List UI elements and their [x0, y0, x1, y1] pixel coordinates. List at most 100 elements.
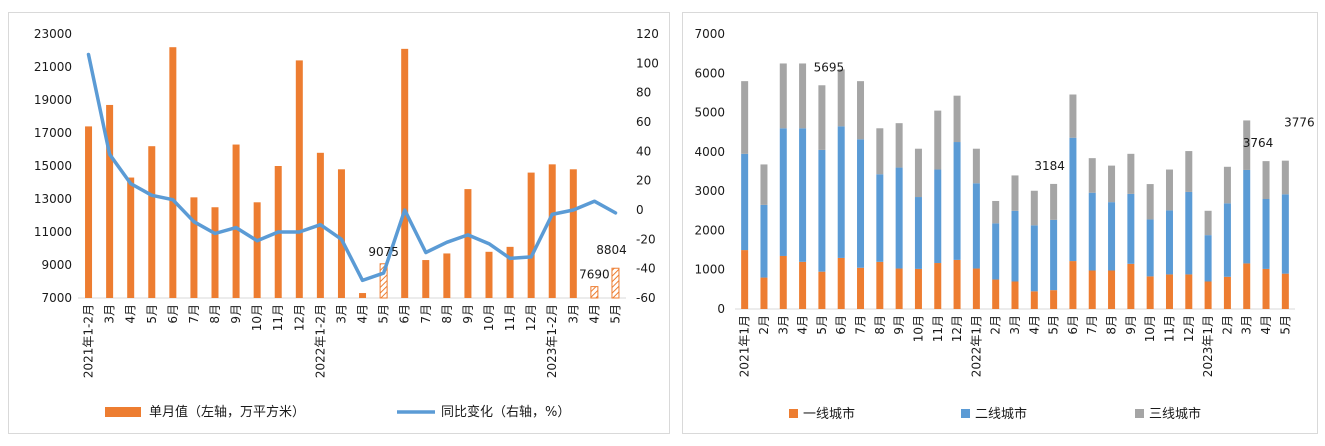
y-right-tick-label: 0 — [636, 203, 644, 217]
bar-segment-tier3 — [857, 81, 865, 140]
y-tick-label: 4000 — [694, 145, 725, 159]
y-right-tick-label: 40 — [636, 144, 651, 158]
y-right-tick-label: -40 — [636, 262, 656, 276]
bar-segment-tier3 — [1185, 151, 1193, 192]
y-left-tick-label: 11000 — [34, 225, 72, 239]
bar-segment-tier3 — [1108, 165, 1116, 203]
bar-segment-tier3 — [1088, 158, 1096, 193]
bar-monthly-value — [253, 202, 261, 298]
y-tick-label: 7000 — [694, 27, 725, 41]
bar-segment-tier1 — [1088, 270, 1096, 309]
bar-segment-tier1 — [1223, 276, 1231, 309]
x-tick-label: 4月 — [796, 315, 810, 335]
x-tick-label: 12月 — [1182, 315, 1196, 342]
x-tick-label: 5月 — [145, 304, 159, 324]
x-tick-label: 5月 — [1047, 315, 1061, 335]
bar-segment-tier2 — [934, 169, 942, 264]
x-tick-label: 5月 — [1278, 315, 1292, 335]
bar-monthly-value — [359, 293, 367, 298]
x-tick-label: 2023年1月 — [1201, 315, 1215, 377]
y-tick-label: 5000 — [694, 106, 725, 120]
monthly-area-chart: 23000 21000 19000 17000 15000 13000 11000 9000 7… — [34, 27, 659, 420]
bar-segment-tier3 — [779, 63, 787, 129]
city-tier-chart-panel: 7000 6000 5000 4000 3000 2000 1000 0 5695 3184 376… — [682, 12, 1318, 434]
bar-monthly-value — [422, 260, 430, 298]
bar-segment-tier2 — [953, 142, 961, 260]
y-right-tick-label: -20 — [636, 232, 656, 246]
bar-segment-tier2 — [799, 128, 807, 262]
bar-segment-tier1 — [1108, 270, 1116, 309]
bar-segment-tier1 — [972, 268, 980, 309]
bar-monthly-value — [127, 177, 135, 298]
legend-swatch-tier1 — [789, 409, 798, 418]
data-label: 7690 — [579, 268, 610, 282]
bar-segment-tier3 — [1127, 153, 1135, 194]
x-tick-label: 8月 — [440, 304, 454, 324]
x-tick-label: 7月 — [187, 304, 201, 324]
bar-segment-tier1 — [1204, 281, 1212, 309]
y-left-tick-label: 17000 — [34, 126, 72, 140]
x-tick-label: 5月 — [377, 304, 391, 324]
bar-monthly-value — [85, 126, 93, 299]
x-tick-label: 2022年1月 — [969, 315, 983, 377]
y-tick-label: 6000 — [694, 66, 725, 80]
bar-monthly-value — [464, 189, 472, 298]
bar-monthly-value — [506, 246, 514, 298]
legend-label-tier1: 一线城市 — [803, 406, 855, 422]
x-tick-label: 4月 — [587, 304, 601, 324]
y-tick-label: 0 — [717, 302, 725, 316]
bar-segment-tier3 — [1146, 184, 1154, 220]
bar-segment-tier3 — [818, 85, 826, 150]
y-right-tick-label: 120 — [636, 27, 659, 41]
x-tick-label: 4月 — [356, 304, 370, 324]
y-left-tick-label: 19000 — [34, 93, 72, 107]
x-tick-label: 8月 — [873, 315, 887, 335]
x-tick-label: 6月 — [1066, 315, 1080, 335]
bar-segment-tier2 — [1030, 225, 1038, 292]
bar-monthly-value — [590, 286, 599, 299]
y-right-tick-label: 80 — [636, 86, 651, 100]
bar-segment-tier3 — [914, 148, 922, 198]
y-right-tick-label: 60 — [636, 115, 651, 129]
x-tick-label: 5月 — [815, 315, 829, 335]
bar-monthly-value — [379, 263, 388, 299]
x-tick-label: 3月 — [103, 304, 117, 324]
bar-segment-tier3 — [1030, 190, 1038, 226]
bar-monthly-value — [401, 48, 409, 298]
x-tick-label: 2月 — [989, 315, 1003, 335]
y-left-tick-label: 9000 — [41, 258, 72, 272]
legend-label-tier3: 三线城市 — [1149, 406, 1201, 422]
bar-segment-tier1 — [953, 259, 961, 309]
x-tick-label: 3月 — [566, 304, 580, 324]
x-tick-label: 6月 — [166, 304, 180, 324]
bar-monthly-value — [190, 197, 198, 298]
x-tick-label: 9月 — [461, 304, 475, 324]
bar-segment-tier1 — [1185, 274, 1193, 309]
x-tick-label: 7月 — [1085, 315, 1099, 335]
bar-segment-tier3 — [1050, 183, 1058, 220]
x-tick-label: 11月 — [503, 304, 517, 331]
x-tick-label: 5月 — [608, 304, 622, 324]
bar-segment-tier2 — [1088, 192, 1096, 271]
bar-segment-tier1 — [914, 268, 922, 309]
y-tick-label: 1000 — [694, 263, 725, 277]
legend-label-tier2: 二线城市 — [975, 406, 1027, 422]
bar-segment-tier1 — [1030, 291, 1038, 309]
x-tick-label: 4月 — [1259, 315, 1273, 335]
bar-segment-tier1 — [1011, 281, 1019, 309]
legend-label-line: 同比变化（右轴，%） — [441, 404, 570, 420]
x-tick-label: 7月 — [419, 304, 433, 324]
bar-segment-tier2 — [1262, 199, 1270, 269]
bar-segment-tier1 — [1281, 273, 1289, 309]
bar-segment-tier2 — [1011, 210, 1019, 282]
bar-monthly-value — [527, 172, 535, 298]
bar-segment-tier1 — [1050, 290, 1058, 309]
bar-segment-tier3 — [1011, 175, 1019, 211]
x-tick-label: 3月 — [334, 304, 348, 324]
bar-segment-tier1 — [1262, 268, 1270, 309]
bar-segment-tier3 — [760, 164, 768, 205]
bar-segment-tier1 — [992, 279, 1000, 309]
bar-segment-tier2 — [972, 183, 980, 269]
city-tier-stacked-chart: 7000 6000 5000 4000 3000 2000 1000 0 5695 3184 376… — [694, 27, 1314, 422]
x-tick-label: 3月 — [776, 315, 790, 335]
